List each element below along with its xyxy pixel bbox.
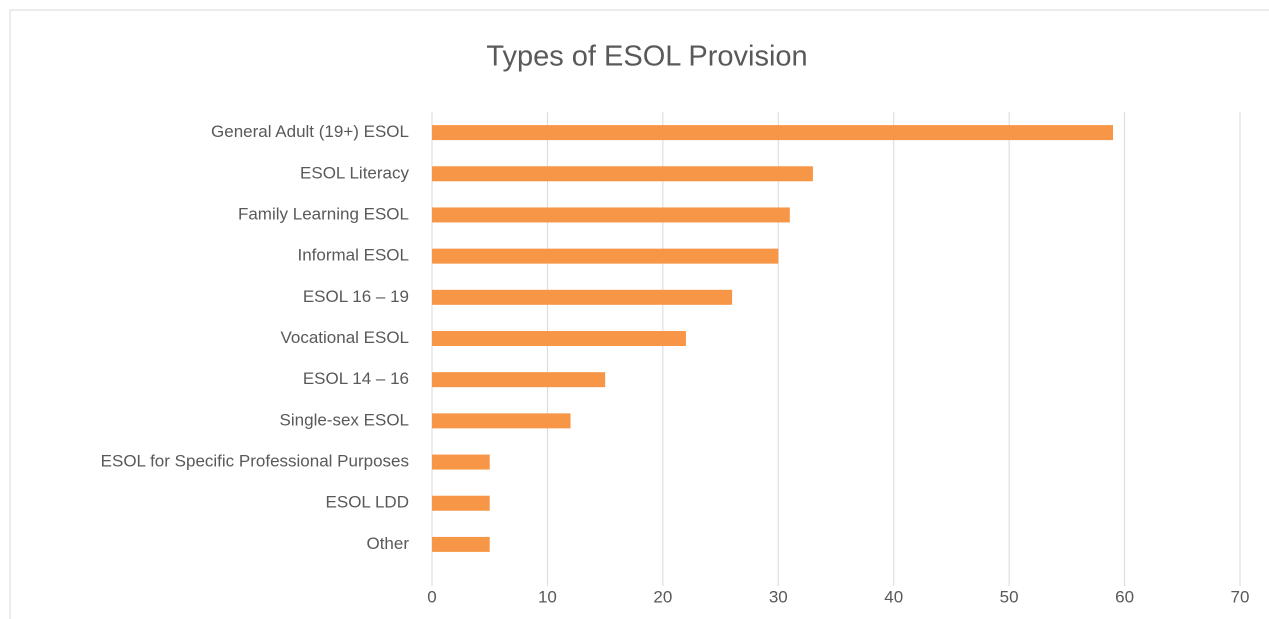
bar xyxy=(432,413,571,429)
y-tick-label: Single-sex ESOL xyxy=(280,410,409,429)
chart-title: Types of ESOL Provision xyxy=(486,41,807,73)
x-tick-label: 70 xyxy=(1231,587,1250,606)
y-tick-label: Family Learning ESOL xyxy=(238,204,409,223)
y-tick-label: Informal ESOL xyxy=(298,246,410,265)
y-tick-label: ESOL Literacy xyxy=(300,163,409,182)
bar xyxy=(432,536,490,552)
y-tick-label: ESOL 16 – 19 xyxy=(303,287,409,306)
chart-frame xyxy=(9,9,1269,619)
bar xyxy=(432,125,1114,141)
x-tick-label: 30 xyxy=(769,587,788,606)
bar xyxy=(432,372,606,388)
y-tick-label: ESOL for Specific Professional Purposes xyxy=(101,452,409,471)
x-tick-label: 40 xyxy=(884,587,903,606)
bar xyxy=(432,207,790,223)
y-tick-label: Other xyxy=(366,534,409,553)
x-tick-label: 50 xyxy=(1000,587,1019,606)
x-tick-label: 10 xyxy=(538,587,557,606)
bar xyxy=(432,166,813,182)
y-tick-label: Vocational ESOL xyxy=(280,328,409,347)
y-tick-label: ESOL 14 – 16 xyxy=(303,369,409,388)
bar xyxy=(432,331,686,346)
bar xyxy=(432,495,490,511)
x-tick-label: 20 xyxy=(653,587,672,606)
y-tick-label: General Adult (19+) ESOL xyxy=(211,122,409,141)
x-tick-label: 0 xyxy=(427,587,436,606)
bar xyxy=(432,248,779,264)
bar xyxy=(432,289,733,305)
x-tick-label: 60 xyxy=(1115,587,1134,606)
bar xyxy=(432,454,490,470)
y-tick-label: ESOL LDD xyxy=(326,493,409,512)
